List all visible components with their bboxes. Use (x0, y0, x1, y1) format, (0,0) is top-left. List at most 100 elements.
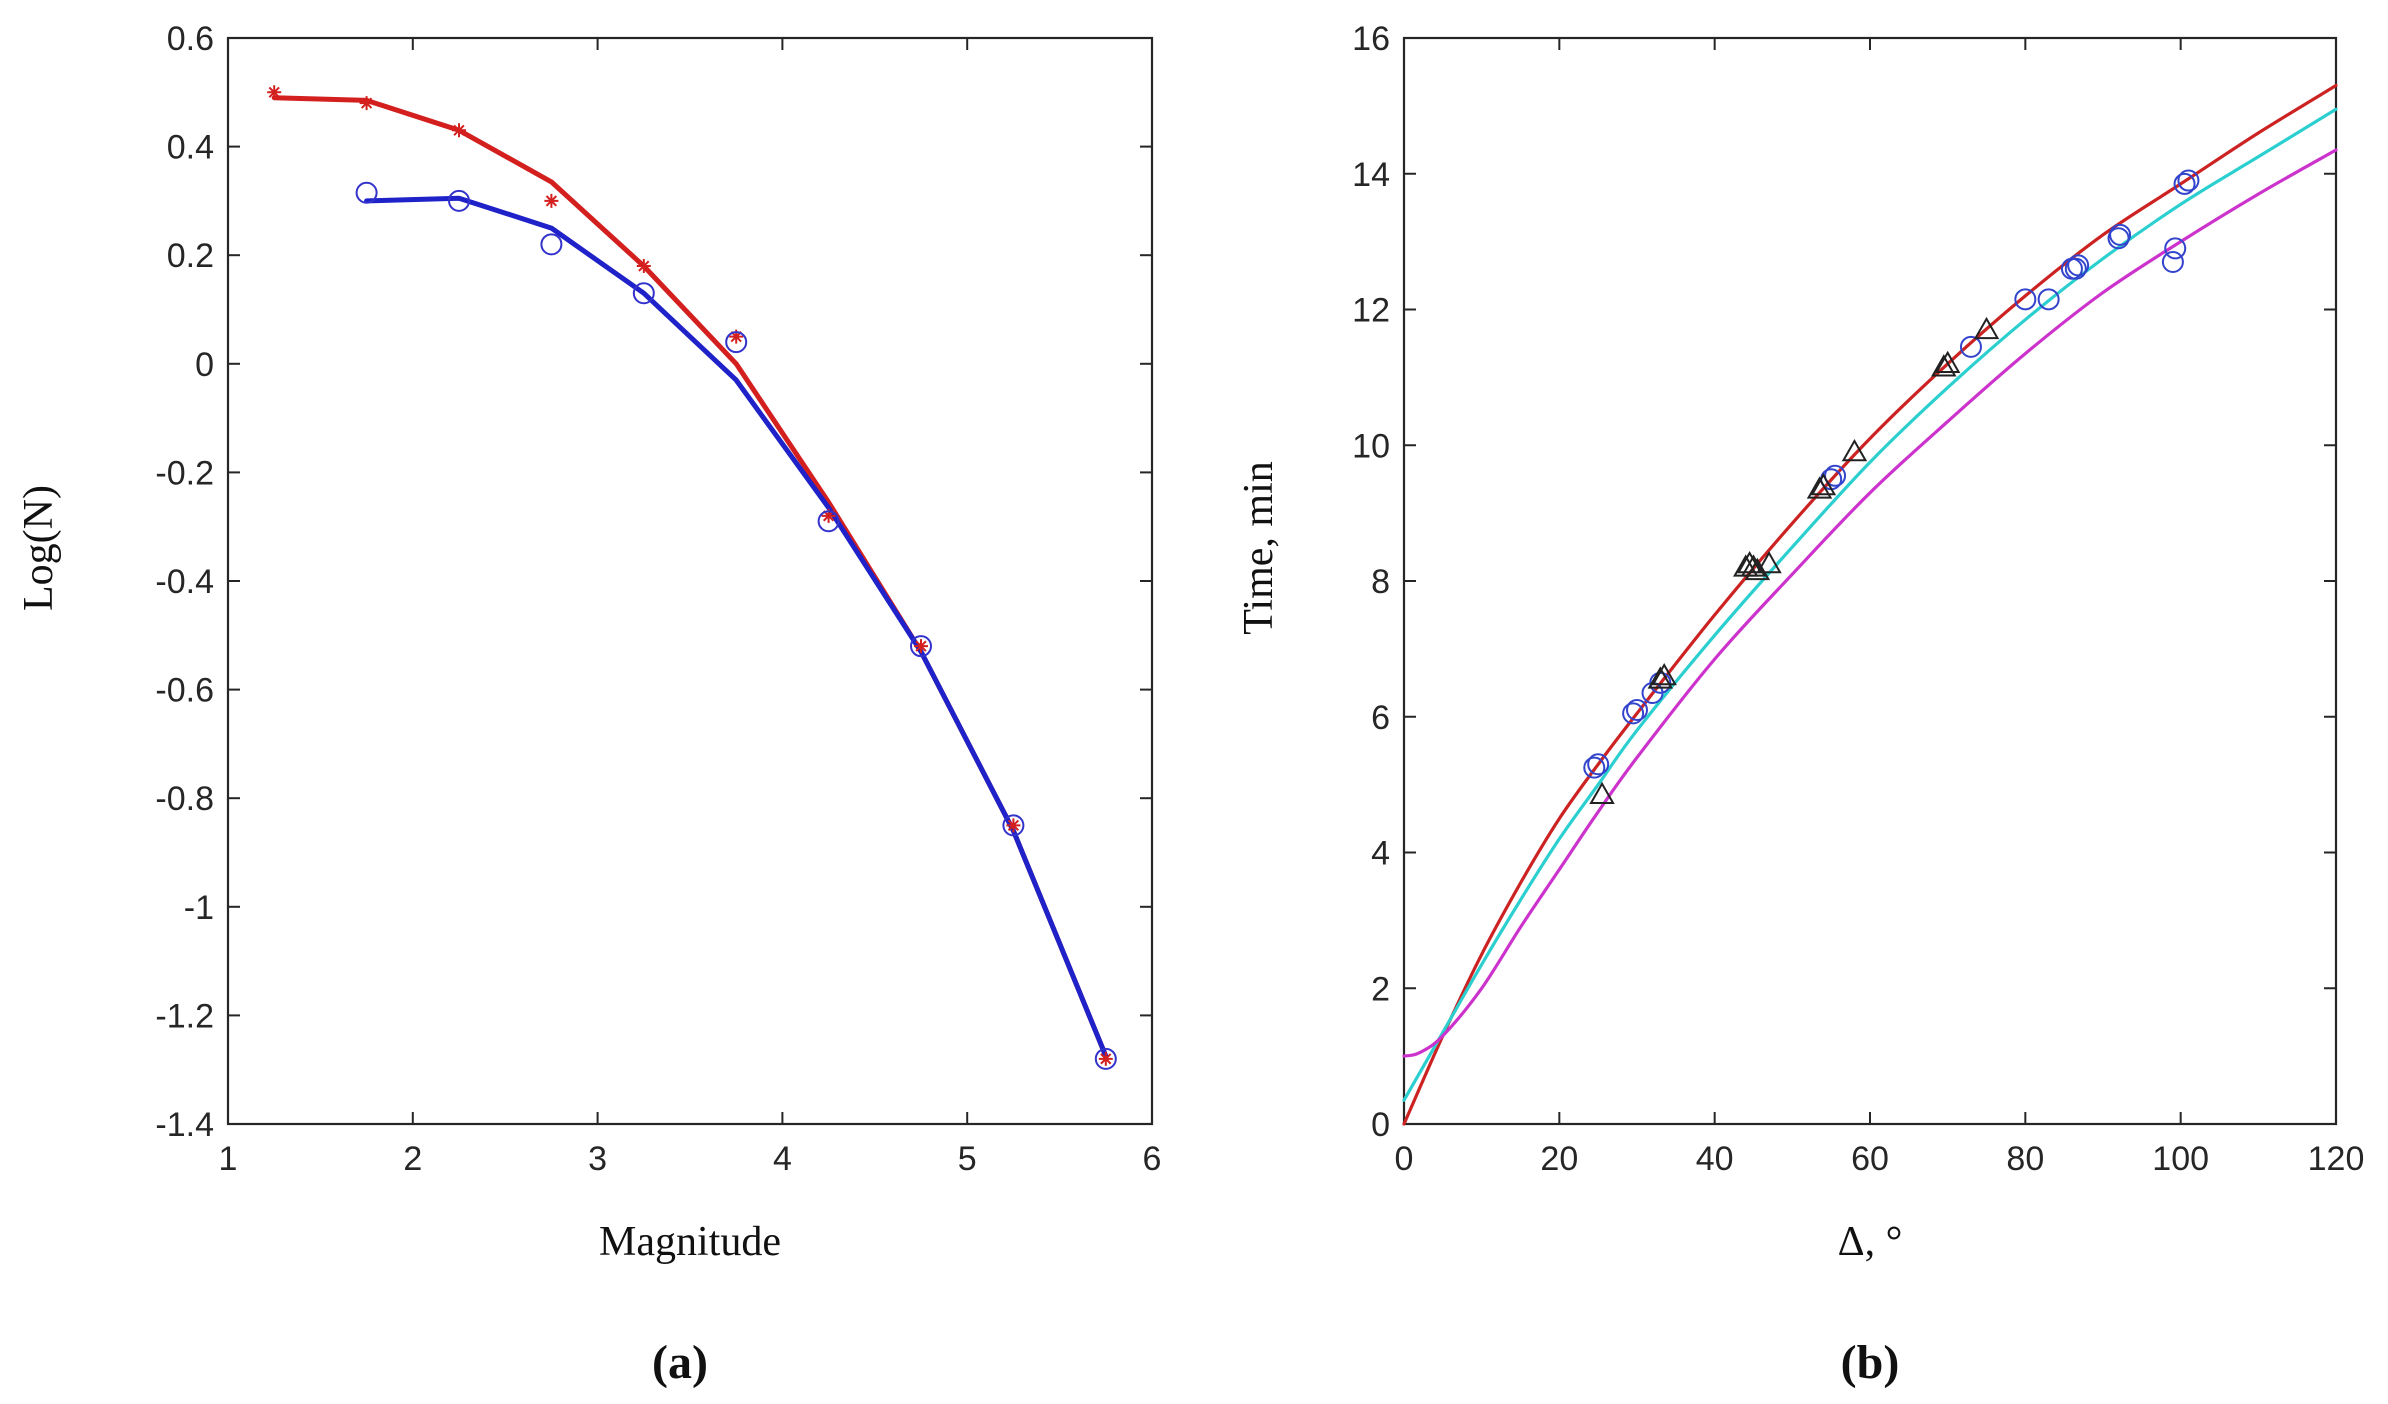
marker-asterisk-red-observed (452, 123, 466, 138)
marker-asterisk-red-observed (821, 508, 836, 523)
marker-asterisk-red-observed (729, 329, 744, 344)
y-tick-label: -0.2 (155, 454, 214, 492)
x-tick-label: 5 (958, 1140, 977, 1178)
y-tick-label: -0.6 (155, 672, 214, 710)
y-tick-label: -0.4 (155, 563, 214, 601)
panel-b-x-ticks: 0 20 40 60 80 100 120 (1395, 38, 2365, 1178)
marker-circle-circles (2177, 169, 2200, 192)
y-tick-label: 0.4 (167, 129, 214, 167)
marker-asterisk-red-observed (267, 85, 282, 100)
panel-b: 0 2 4 6 8 10 12 14 16 0 20 40 60 80 100 120 Δ, ° Time,… (1236, 20, 2364, 1389)
marker-triangle-triangles (1931, 354, 1957, 377)
marker-circle-circles (2173, 172, 2196, 195)
panel-b-y-ticks: 0 2 4 6 8 10 12 14 16 (1352, 20, 2336, 1144)
marker-circle-circles (1587, 753, 1610, 776)
marker-triangle-triangles (1589, 781, 1615, 805)
marker-circle-circles (2064, 257, 2087, 280)
x-tick-label: 20 (1540, 1140, 1578, 1178)
series-line-magenta-curve (1402, 148, 2338, 1058)
marker-circle-blue-observed (910, 635, 932, 658)
series-line-blue-fit (364, 195, 1109, 1059)
marker-circle-circles (1622, 702, 1645, 725)
series-line-red-fit (271, 95, 1109, 1059)
panel-b-label: (b) (1841, 1336, 1900, 1389)
panel-a-series (267, 85, 1117, 1070)
y-tick-label: -1.2 (155, 997, 214, 1035)
x-tick-label: 0 (1395, 1140, 1414, 1178)
y-tick-label: 4 (1371, 835, 1390, 873)
marker-triangle-triangles (1756, 551, 1782, 574)
marker-triangle-triangles (1744, 557, 1771, 581)
marker-asterisk-red-observed (1098, 1051, 1113, 1066)
marker-circle-circles (2014, 288, 2037, 311)
marker-triangle-triangles (1740, 554, 1767, 577)
marker-circle-circles (2164, 237, 2187, 260)
marker-asterisk-red-observed (359, 96, 374, 111)
x-tick-label: 120 (2308, 1140, 2365, 1178)
marker-circle-circles (1583, 756, 1606, 779)
panel-b-x-axis-label: Δ, ° (1838, 1219, 1903, 1265)
marker-triangle-triangles (1647, 666, 1674, 689)
panel-a-x-axis-label: Magnitude (599, 1219, 781, 1265)
y-tick-label: 14 (1352, 156, 1390, 194)
marker-asterisk-red-observed (1006, 818, 1021, 833)
y-tick-label: 0 (195, 346, 214, 384)
y-tick-label: 0 (1371, 1106, 1390, 1144)
series-line-cyan-curve (1402, 107, 2338, 1102)
series-line-red-curve (1402, 83, 2338, 1126)
panel-a-label: (a) (652, 1336, 708, 1389)
y-tick-label: 2 (1371, 970, 1390, 1008)
y-tick-label: -1 (184, 889, 214, 927)
y-tick-label: -0.8 (155, 780, 214, 818)
x-tick-label: 1 (219, 1140, 238, 1178)
y-tick-label: 8 (1371, 563, 1390, 601)
marker-asterisk-red-observed (544, 193, 559, 208)
x-tick-label: 40 (1696, 1140, 1734, 1178)
panel-b-plot-frame (1402, 36, 2338, 1126)
y-tick-label: 0.6 (167, 20, 214, 58)
marker-circle-circles (1626, 698, 1648, 721)
marker-triangle-triangles (1810, 472, 1837, 496)
x-tick-label: 100 (2152, 1140, 2209, 1178)
y-tick-label: -1.4 (155, 1106, 214, 1144)
x-tick-label: 6 (1143, 1140, 1162, 1178)
marker-triangle-triangles (1651, 663, 1677, 686)
marker-triangle-triangles (1806, 476, 1833, 499)
marker-asterisk-red-observed (914, 639, 928, 654)
marker-circle-circles (2037, 288, 2060, 311)
marker-triangle-triangles (1934, 350, 1961, 374)
marker-triangle-triangles (1841, 439, 1868, 462)
y-tick-label: 6 (1371, 699, 1390, 737)
x-tick-label: 60 (1851, 1140, 1889, 1178)
panel-b-series (1402, 83, 2338, 1126)
panel-a-x-ticks: 1 2 3 4 5 6 (219, 38, 1162, 1178)
marker-asterisk-red-observed (636, 259, 651, 274)
y-tick-label: 12 (1352, 292, 1390, 330)
panel-b-y-axis-label: Time, min (1236, 461, 1282, 635)
y-tick-label: 16 (1352, 20, 1390, 58)
marker-circle-circles (1824, 464, 1847, 487)
marker-circle-blue-observed (725, 331, 748, 354)
x-tick-label: 4 (773, 1140, 792, 1178)
x-tick-label: 80 (2006, 1140, 2044, 1178)
x-tick-label: 3 (588, 1140, 607, 1178)
marker-triangle-triangles (1973, 316, 2000, 340)
marker-circle-blue-observed (448, 189, 470, 212)
marker-circle-circles (2067, 254, 2090, 277)
y-tick-label: 0.2 (167, 237, 214, 275)
marker-circle-blue-observed (817, 510, 840, 533)
marker-circle-blue-observed (540, 233, 563, 256)
marker-circle-circles (1959, 335, 1982, 358)
marker-circle-circles (2109, 223, 2132, 246)
marker-circle-circles (2161, 250, 2184, 273)
panel-a: 0.6 0.4 0.2 0 -0.2 -0.4 -0.6 -0.8 -1 -1.2 -1.4 1 2 3… (16, 20, 1161, 1389)
marker-circle-blue-observed (1094, 1047, 1117, 1070)
panel-a-y-axis-label: Log(N) (16, 485, 62, 611)
x-tick-label: 2 (403, 1140, 422, 1178)
marker-circle-blue-observed (355, 181, 378, 204)
panel-a-y-ticks: 0.6 0.4 0.2 0 -0.2 -0.4 -0.6 -0.8 -1 -1.2 -1.4 (155, 20, 1152, 1144)
marker-circle-blue-observed (632, 282, 655, 305)
y-tick-label: 10 (1352, 427, 1390, 465)
marker-circle-blue-observed (1002, 814, 1025, 837)
